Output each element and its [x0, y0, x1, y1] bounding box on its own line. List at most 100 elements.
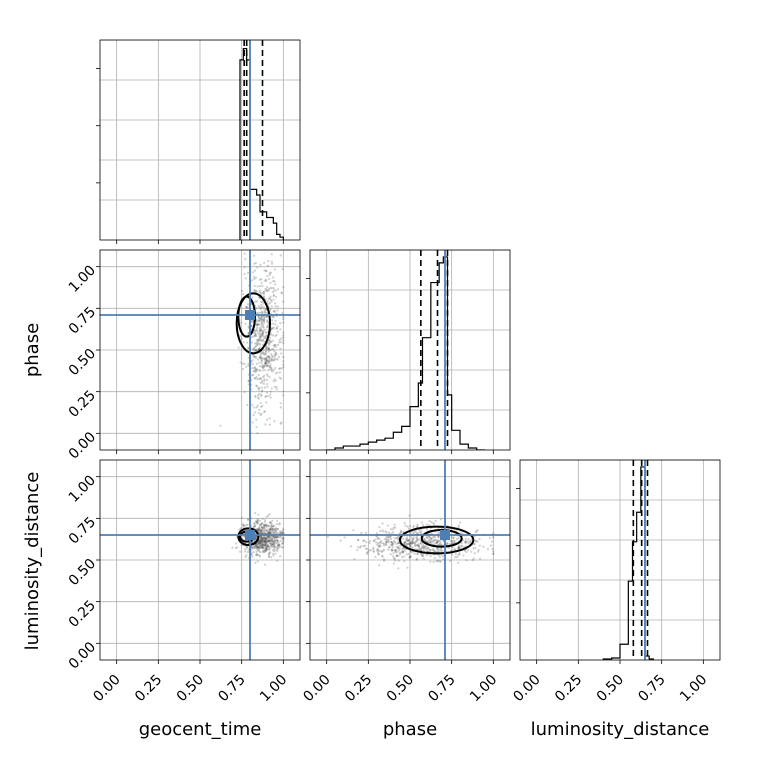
scatter-point [265, 542, 268, 545]
scatter-point [274, 530, 277, 533]
scatter-point [257, 539, 261, 543]
scatter-point [264, 544, 267, 547]
scatter-point [431, 536, 434, 539]
scatter-point [266, 274, 269, 278]
scatter-point [387, 541, 390, 544]
scatter-point [419, 541, 422, 545]
scatter-point [469, 539, 472, 542]
scatter-point [405, 553, 408, 556]
scatter-point [435, 541, 439, 545]
scatter-point [407, 540, 410, 543]
scatter-point [459, 545, 463, 548]
scatter-point [262, 366, 265, 369]
scatter-point [412, 531, 415, 534]
scatter-point [279, 328, 282, 331]
scatter-point [446, 542, 449, 545]
scatter-point [278, 371, 282, 374]
scatter-point [374, 538, 377, 541]
scatter-point [278, 341, 281, 344]
scatter-point [268, 301, 272, 305]
scatter-point [464, 540, 467, 543]
scatter-point [282, 355, 285, 359]
scatter-point [417, 544, 420, 547]
scatter-point [261, 333, 264, 336]
scatter-point [397, 549, 401, 552]
scatter-point [265, 528, 268, 531]
scatter-point [260, 538, 263, 542]
scatter-point [391, 542, 394, 546]
scatter-point [277, 546, 280, 549]
scatter-point [257, 386, 260, 389]
scatter-point [466, 540, 469, 543]
scatter-point [240, 516, 243, 520]
scatter-point [433, 556, 437, 559]
scatter-point [265, 373, 269, 376]
scatter-point [403, 555, 406, 558]
scatter-point [260, 389, 264, 392]
scatter-point [253, 411, 257, 414]
scatter-point [425, 527, 428, 531]
scatter-point [393, 557, 396, 560]
scatter-point [273, 536, 276, 539]
scatter-point [265, 537, 268, 540]
scatter-point [375, 532, 379, 535]
scatter-point [276, 528, 279, 531]
scatter-point [253, 334, 256, 337]
scatter-point [422, 524, 425, 527]
scatter-point [269, 357, 272, 360]
scatter-point [392, 552, 395, 555]
scatter-point [473, 542, 476, 546]
scatter-point [265, 288, 268, 291]
scatter-point [260, 529, 264, 532]
scatter-point [260, 405, 263, 409]
scatter-point [425, 523, 429, 526]
scatter-point [394, 540, 397, 544]
scatter-point [382, 530, 385, 533]
scatter-point [265, 525, 268, 529]
scatter-point [266, 535, 270, 539]
scatter-point [262, 291, 265, 294]
scatter-point [265, 358, 268, 361]
scatter-point [256, 520, 259, 523]
scatter-point [250, 335, 254, 339]
scatter-point [403, 560, 406, 563]
scatter-point [259, 335, 262, 338]
scatter-point [258, 319, 261, 322]
scatter-point [252, 526, 255, 529]
scatter-point [266, 299, 269, 303]
scatter-point [268, 527, 272, 530]
scatter-point [407, 538, 410, 542]
scatter-point [359, 546, 362, 549]
scatter-point [236, 546, 239, 549]
scatter-point [256, 553, 259, 557]
scatter-point [408, 535, 411, 538]
scatter-point [385, 541, 388, 544]
scatter-point [425, 540, 428, 543]
scatter-point [260, 310, 263, 313]
scatter-point [378, 526, 381, 529]
scatter-point [252, 347, 255, 350]
scatter-point [271, 339, 274, 342]
scatter-point [276, 527, 279, 531]
scatter-point [460, 532, 463, 535]
scatter-point [272, 538, 276, 541]
scatter-point [253, 254, 256, 257]
scatter-point [394, 549, 397, 552]
scatter-point [390, 540, 393, 544]
scatter-point [276, 539, 279, 542]
scatter-point [257, 542, 261, 545]
scatter-point [254, 537, 257, 540]
scatter-point [272, 294, 275, 298]
scatter-point [422, 546, 425, 549]
scatter-point [254, 355, 257, 358]
scatter-point [270, 300, 273, 303]
scatter-point [266, 364, 269, 367]
scatter-point [379, 530, 382, 533]
scatter-point [268, 356, 271, 359]
scatter-point [259, 354, 262, 357]
scatter-point [453, 541, 456, 544]
scatter-point [403, 521, 406, 525]
scatter-point [411, 546, 414, 549]
scatter-point [378, 544, 381, 548]
scatter-point [271, 539, 274, 542]
